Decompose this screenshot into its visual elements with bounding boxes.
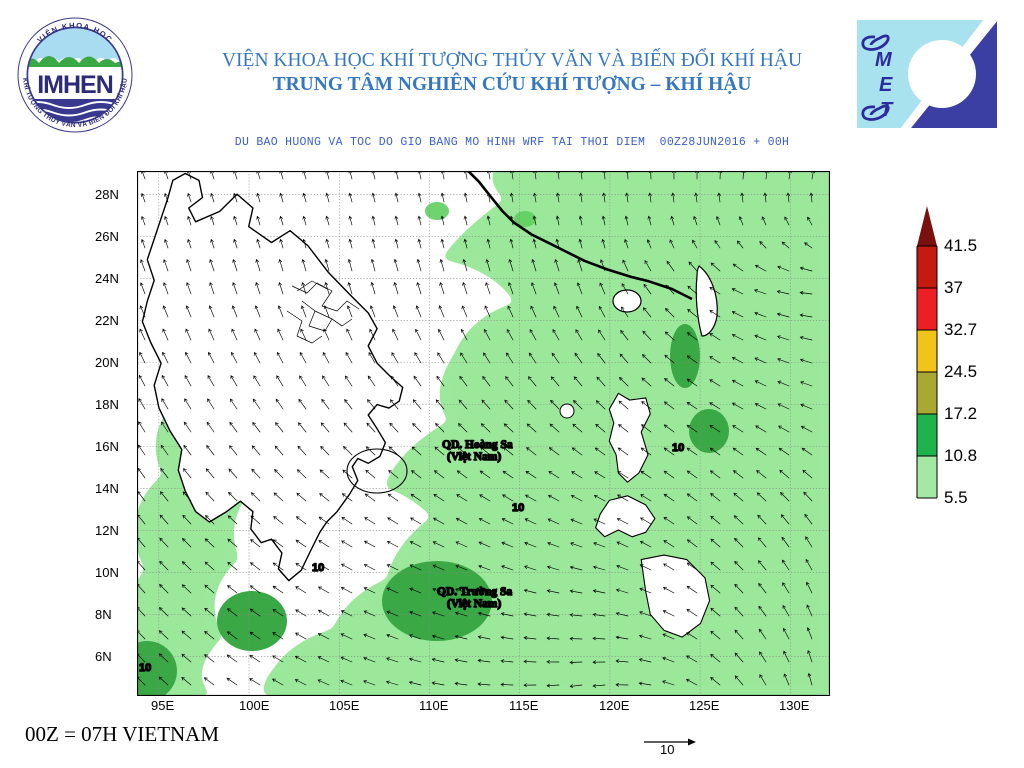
svg-text:10: 10	[672, 442, 684, 454]
svg-text:37: 37	[944, 278, 963, 297]
svg-text:10: 10	[660, 742, 674, 755]
svg-text:10.8: 10.8	[944, 446, 977, 465]
svg-text:(Việt Nam): (Việt Nam)	[447, 451, 501, 463]
svg-text:10: 10	[312, 562, 324, 574]
svg-text:(Việt Nam): (Việt Nam)	[447, 598, 501, 610]
svg-text:10: 10	[512, 502, 524, 514]
svg-text:41.5: 41.5	[944, 236, 977, 255]
svg-text:QD. Hoàng Sa: QD. Hoàng Sa	[442, 439, 513, 451]
svg-text:32.7: 32.7	[944, 320, 977, 339]
svg-text:QD. Trường Sa: QD. Trường Sa	[437, 586, 512, 598]
svg-text:10: 10	[139, 662, 151, 674]
svg-text:17.2: 17.2	[944, 404, 977, 423]
svg-text:24.5: 24.5	[944, 362, 977, 381]
svg-text:5.5: 5.5	[944, 488, 968, 507]
